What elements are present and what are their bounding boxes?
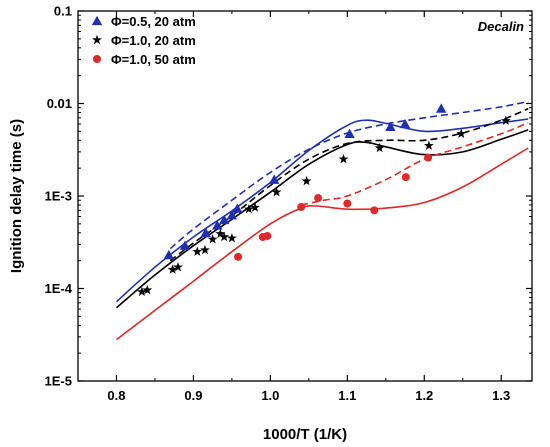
data-point-series-2	[374, 142, 385, 153]
y-axis: 1E-5 1E-4 1E-3 0.01 0.1	[45, 4, 532, 389]
chart-annotation: Decalin	[478, 19, 524, 34]
model-curve-dashed-2	[169, 107, 529, 262]
data-point-series-1	[399, 118, 411, 129]
data-point-series-2	[456, 128, 467, 138]
data-point-series-1	[232, 203, 243, 213]
model-curve-solid-1	[115, 118, 529, 303]
data-point-series-2	[423, 140, 434, 150]
data-point-series-1	[385, 121, 396, 131]
data-point-series-2	[200, 244, 210, 255]
x-tick-label: 0.8	[107, 388, 125, 403]
data-point-series-2	[167, 264, 178, 274]
data-point-series-1	[200, 227, 211, 237]
data-point-series-3	[370, 206, 379, 215]
model-curve-dashed-3	[301, 121, 529, 206]
x-tick-label: 0.9	[184, 388, 202, 403]
model-curve-solid-2	[115, 129, 529, 309]
x-tick-label: 1.1	[338, 388, 356, 403]
data-point-series-1	[436, 103, 447, 113]
data-point-series-3	[297, 203, 306, 212]
model-curves	[115, 100, 529, 341]
data-point-series-2	[219, 231, 230, 242]
data-point-series-1	[344, 128, 355, 138]
data-point-series-1	[219, 214, 230, 225]
y-tick-label: 0.1	[54, 4, 72, 19]
x-tick-label: 1.0	[261, 388, 279, 403]
legend-label-1: Φ=0.5, 20 atm	[111, 14, 196, 29]
data-point-series-3	[234, 252, 243, 261]
data-point-series-3	[263, 231, 272, 240]
legend-marker-1	[91, 15, 103, 26]
data-point-series-1	[212, 220, 223, 230]
data-point-series-2	[301, 175, 312, 186]
data-point-series-1	[163, 249, 174, 260]
y-tick-label: 1E-3	[45, 189, 72, 204]
legend-marker-2	[92, 34, 102, 45]
x-tick-label: 1.2	[415, 388, 433, 403]
y-tick-label: 0.01	[47, 96, 72, 111]
data-point-series-2	[173, 262, 183, 272]
data-point-series-2	[243, 204, 254, 214]
data-point-series-3	[401, 173, 410, 182]
data-point-series-2	[271, 187, 282, 197]
data-point-series-2	[136, 286, 147, 297]
data-point-series-3	[343, 199, 352, 208]
data-point-series-2	[207, 234, 218, 244]
data-point-series-2	[227, 233, 237, 243]
legend: Φ=0.5, 20 atm Φ=1.0, 20 atm Φ=1.0, 50 atm	[91, 14, 196, 67]
data-point-series-2	[192, 246, 203, 256]
legend-marker-3	[93, 55, 101, 63]
data-point-series-3	[314, 194, 323, 203]
data-point-series-1	[269, 174, 280, 184]
x-tick-label: 1.3	[492, 388, 510, 403]
y-axis-title: Ignition delay time (s)	[8, 119, 25, 273]
data-point-series-2	[500, 115, 511, 125]
data-point-series-2	[338, 154, 349, 164]
data-points	[136, 103, 511, 297]
data-point-series-2	[142, 284, 153, 295]
data-point-series-2	[215, 228, 226, 238]
y-tick-label: 1E-5	[45, 374, 72, 389]
data-point-series-3	[424, 153, 433, 162]
legend-label-2: Φ=1.0, 20 atm	[111, 33, 196, 48]
model-curve-solid-3	[116, 147, 529, 341]
y-tick-label: 1E-4	[45, 281, 73, 296]
data-point-series-1	[179, 240, 191, 250]
x-axis-title: 1000/T (1/K)	[263, 426, 347, 443]
x-axis: 0.8 0.9 1.0 1.1 1.2 1.3	[77, 11, 510, 403]
legend-label-3: Φ=1.0, 50 atm	[111, 52, 196, 67]
data-point-series-2	[250, 202, 260, 212]
data-point-series-1	[226, 210, 238, 220]
